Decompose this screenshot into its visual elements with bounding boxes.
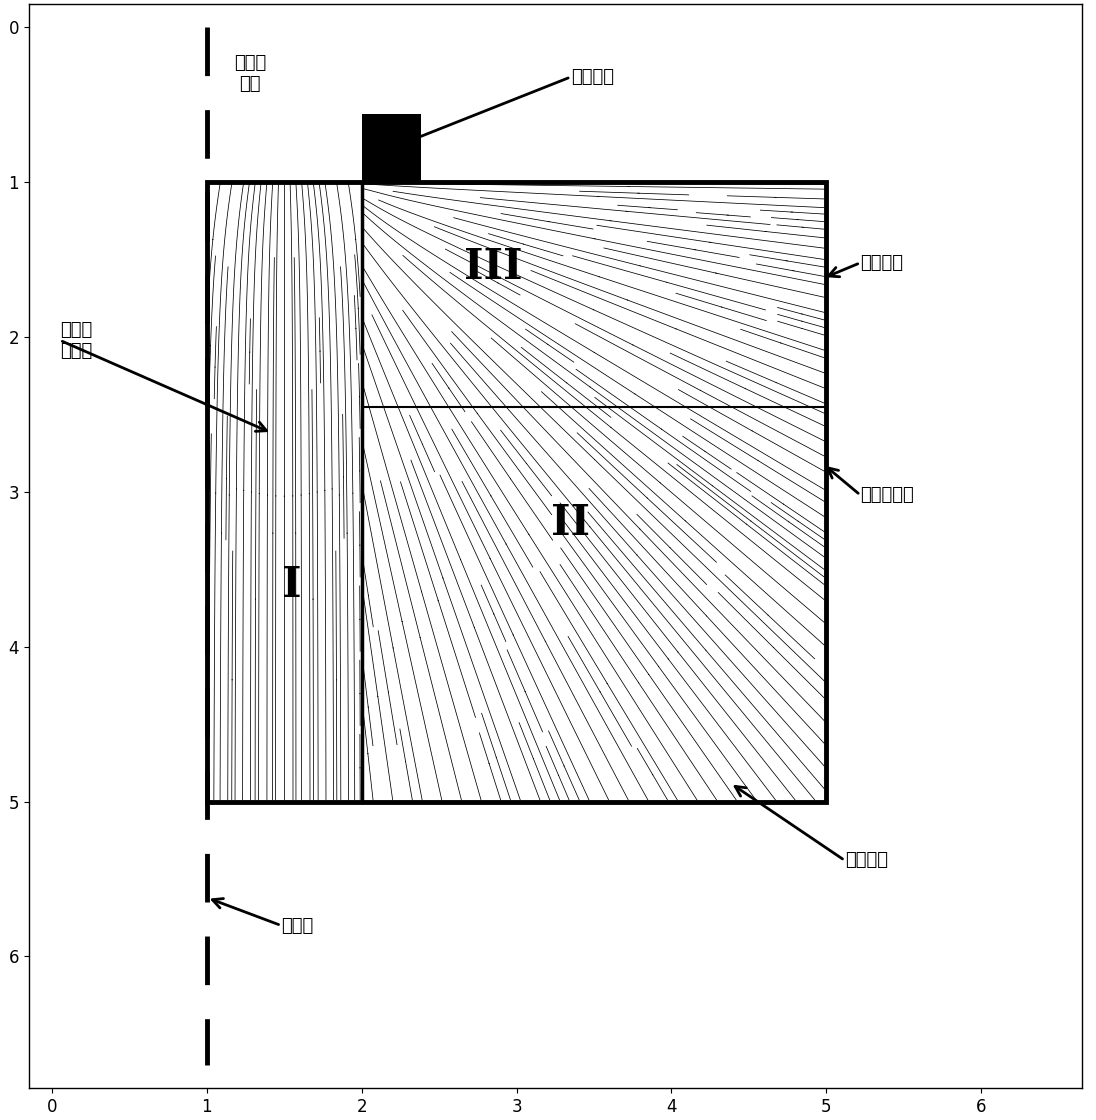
Text: II: II — [551, 502, 591, 544]
Text: 对称轴: 对称轴 — [282, 916, 313, 934]
Text: III: III — [464, 246, 523, 289]
Text: I: I — [283, 563, 301, 606]
Text: 集气罩
内部: 集气罩 内部 — [235, 55, 266, 93]
Bar — [207, 183, 826, 802]
Text: 混凝土试样: 混凝土试样 — [860, 486, 914, 504]
Text: 集气罩壁: 集气罩壁 — [571, 68, 614, 86]
Text: 有效区域: 有效区域 — [845, 851, 888, 869]
Text: 一维模
型区域: 一维模 型区域 — [60, 320, 92, 360]
Text: 无效区域: 无效区域 — [860, 254, 903, 272]
Bar — [362, 114, 421, 183]
